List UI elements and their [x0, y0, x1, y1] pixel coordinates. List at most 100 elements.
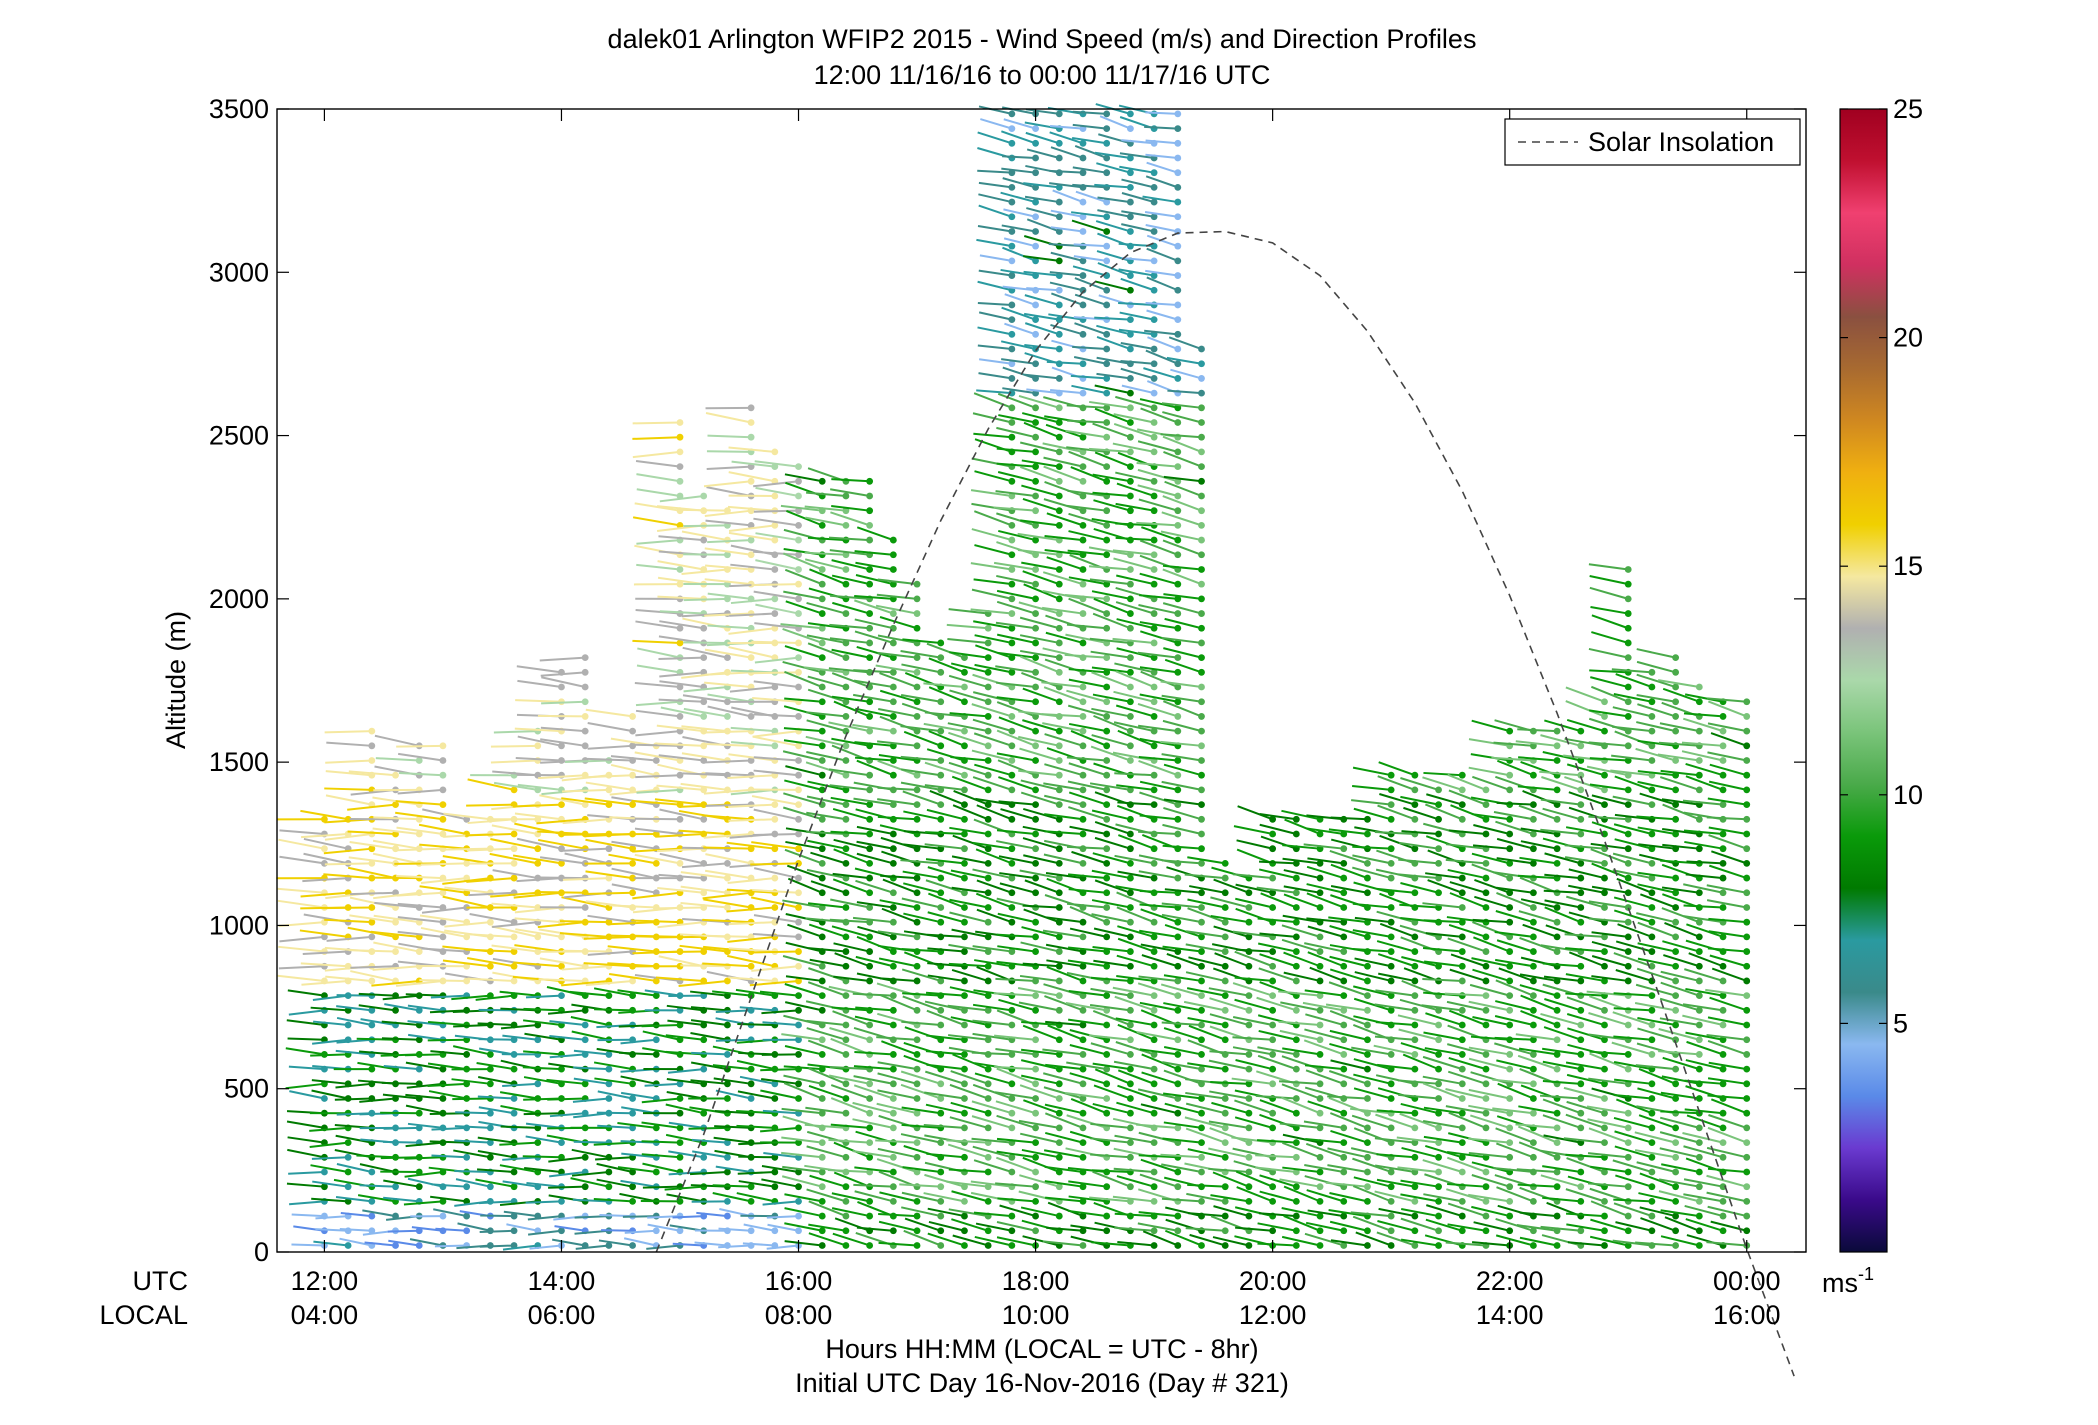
wind-barb-shaft [1377, 953, 1416, 968]
wind-barb-point [629, 977, 636, 985]
wind-barb-shaft [1472, 968, 1510, 982]
wind-barb-shaft [1187, 898, 1226, 909]
wind-barb-shaft [728, 446, 775, 453]
wind-barb-shaft [1119, 165, 1155, 174]
wind-barb-shaft [479, 1244, 515, 1248]
wind-barb-shaft [310, 1164, 349, 1173]
wind-barb-shaft [808, 1200, 847, 1218]
wind-barb-shaft [1422, 1119, 1463, 1129]
wind-barb-shaft [1020, 1059, 1060, 1071]
wind-barb-shaft [901, 1106, 941, 1115]
wind-barb-shaft [1091, 734, 1131, 747]
wind-barb-point [1055, 992, 1063, 1000]
wind-barb-point [1008, 330, 1016, 338]
wind-barb-shaft [998, 529, 1036, 542]
wind-barb-shaft [466, 803, 515, 807]
wind-barb-shaft [1137, 724, 1178, 733]
wind-barb-shaft [830, 511, 870, 527]
wind-barb-point [1008, 668, 1016, 676]
wind-barb-shaft [1044, 549, 1084, 556]
wind-barb-point [1079, 492, 1087, 500]
wind-barb-shaft [1045, 1020, 1084, 1027]
wind-barb-shaft [805, 1106, 847, 1115]
wind-barb-point [1032, 595, 1039, 603]
wind-barb-point [1364, 992, 1371, 1000]
wind-barb-shaft [515, 757, 562, 762]
wind-barb-shaft [383, 1064, 420, 1071]
wind-barb-shaft [807, 675, 847, 688]
wind-barb-point [1103, 1183, 1111, 1191]
wind-barb-point [700, 889, 708, 897]
wind-barb-point [1103, 345, 1111, 353]
wind-barb-shaft [783, 1082, 823, 1100]
wind-barb-point [1103, 154, 1111, 162]
wind-barb-shaft [753, 769, 799, 777]
wind-barb-point [1458, 992, 1466, 1000]
wind-barb-shaft [1496, 939, 1534, 953]
wind-barb-point [1032, 933, 1039, 941]
wind-barb-point [1221, 1242, 1229, 1249]
wind-barb-shaft [1136, 1123, 1178, 1129]
wind-barb-shaft [587, 950, 633, 956]
wind-barb-point [1055, 889, 1063, 897]
wind-barb-shaft [924, 843, 965, 850]
wind-barb-shaft [974, 663, 1013, 674]
wind-barb-shaft [712, 1184, 752, 1188]
wind-barb-point [1079, 477, 1087, 485]
wind-barb-point [842, 1051, 850, 1058]
wind-barb-shaft [951, 928, 989, 938]
wind-barb-shaft [852, 992, 894, 997]
wind-barb-point [984, 1095, 992, 1102]
wind-barb-point [1292, 1036, 1300, 1044]
wind-barb-point [1221, 904, 1229, 911]
wind-barb-point [842, 1153, 850, 1161]
wind-barb-shaft [923, 682, 965, 689]
wind-barb-shaft [1093, 714, 1131, 733]
wind-barb-point [818, 977, 826, 985]
wind-barb-point [1198, 904, 1205, 911]
wind-barb-point [629, 727, 636, 735]
wind-barb-point [747, 551, 755, 559]
wind-barb-point [961, 1212, 968, 1220]
wind-barb-point [1624, 1065, 1632, 1073]
wind-barb-point [1174, 713, 1182, 720]
wind-barb-shaft [704, 648, 752, 659]
wind-barb-point [818, 727, 826, 735]
wind-barb-shaft [900, 1083, 942, 1100]
wind-barb-point [1174, 1212, 1182, 1220]
wind-barb-shaft [971, 749, 1013, 762]
wind-barb-point [1055, 757, 1063, 764]
wind-barb-shaft [564, 759, 609, 764]
wind-barb-shaft [1305, 1137, 1344, 1144]
wind-barb-shaft [477, 1136, 515, 1144]
wind-barb-shaft [499, 1164, 538, 1173]
wind-barb-point [913, 1006, 921, 1014]
wind-barb-point [1126, 375, 1134, 382]
wind-barb-shaft [1352, 766, 1392, 777]
wind-barb-shaft [782, 660, 823, 674]
wind-barb-shaft [1589, 1052, 1629, 1071]
wind-barb-shaft [856, 852, 894, 865]
wind-barb-shaft [1379, 834, 1416, 850]
wind-barb-shaft [784, 568, 823, 586]
wind-barb-shaft [949, 1083, 989, 1100]
wind-barb-point [1340, 1197, 1348, 1205]
wind-barb-shaft [1112, 986, 1155, 997]
wind-barb-shaft [807, 1039, 847, 1056]
wind-barb-point [1387, 1080, 1395, 1088]
wind-barb-point [439, 815, 447, 823]
wind-barb-point [866, 962, 874, 970]
wind-barb-shaft [492, 869, 538, 880]
wind-barb-shaft [1233, 825, 1273, 835]
wind-barb-shaft [336, 994, 372, 997]
wind-barb-shaft [644, 1082, 681, 1087]
wind-barb-shaft [976, 804, 1013, 821]
wind-barb-point [1624, 698, 1632, 706]
wind-barb-shaft [443, 812, 491, 821]
wind-barb-shaft [702, 918, 752, 924]
wind-barb-point [818, 933, 826, 941]
wind-barb-shaft [515, 699, 562, 703]
wind-barb-point [1221, 859, 1229, 867]
wind-barb-point [605, 1242, 613, 1249]
wind-barb-shaft [617, 1122, 657, 1129]
